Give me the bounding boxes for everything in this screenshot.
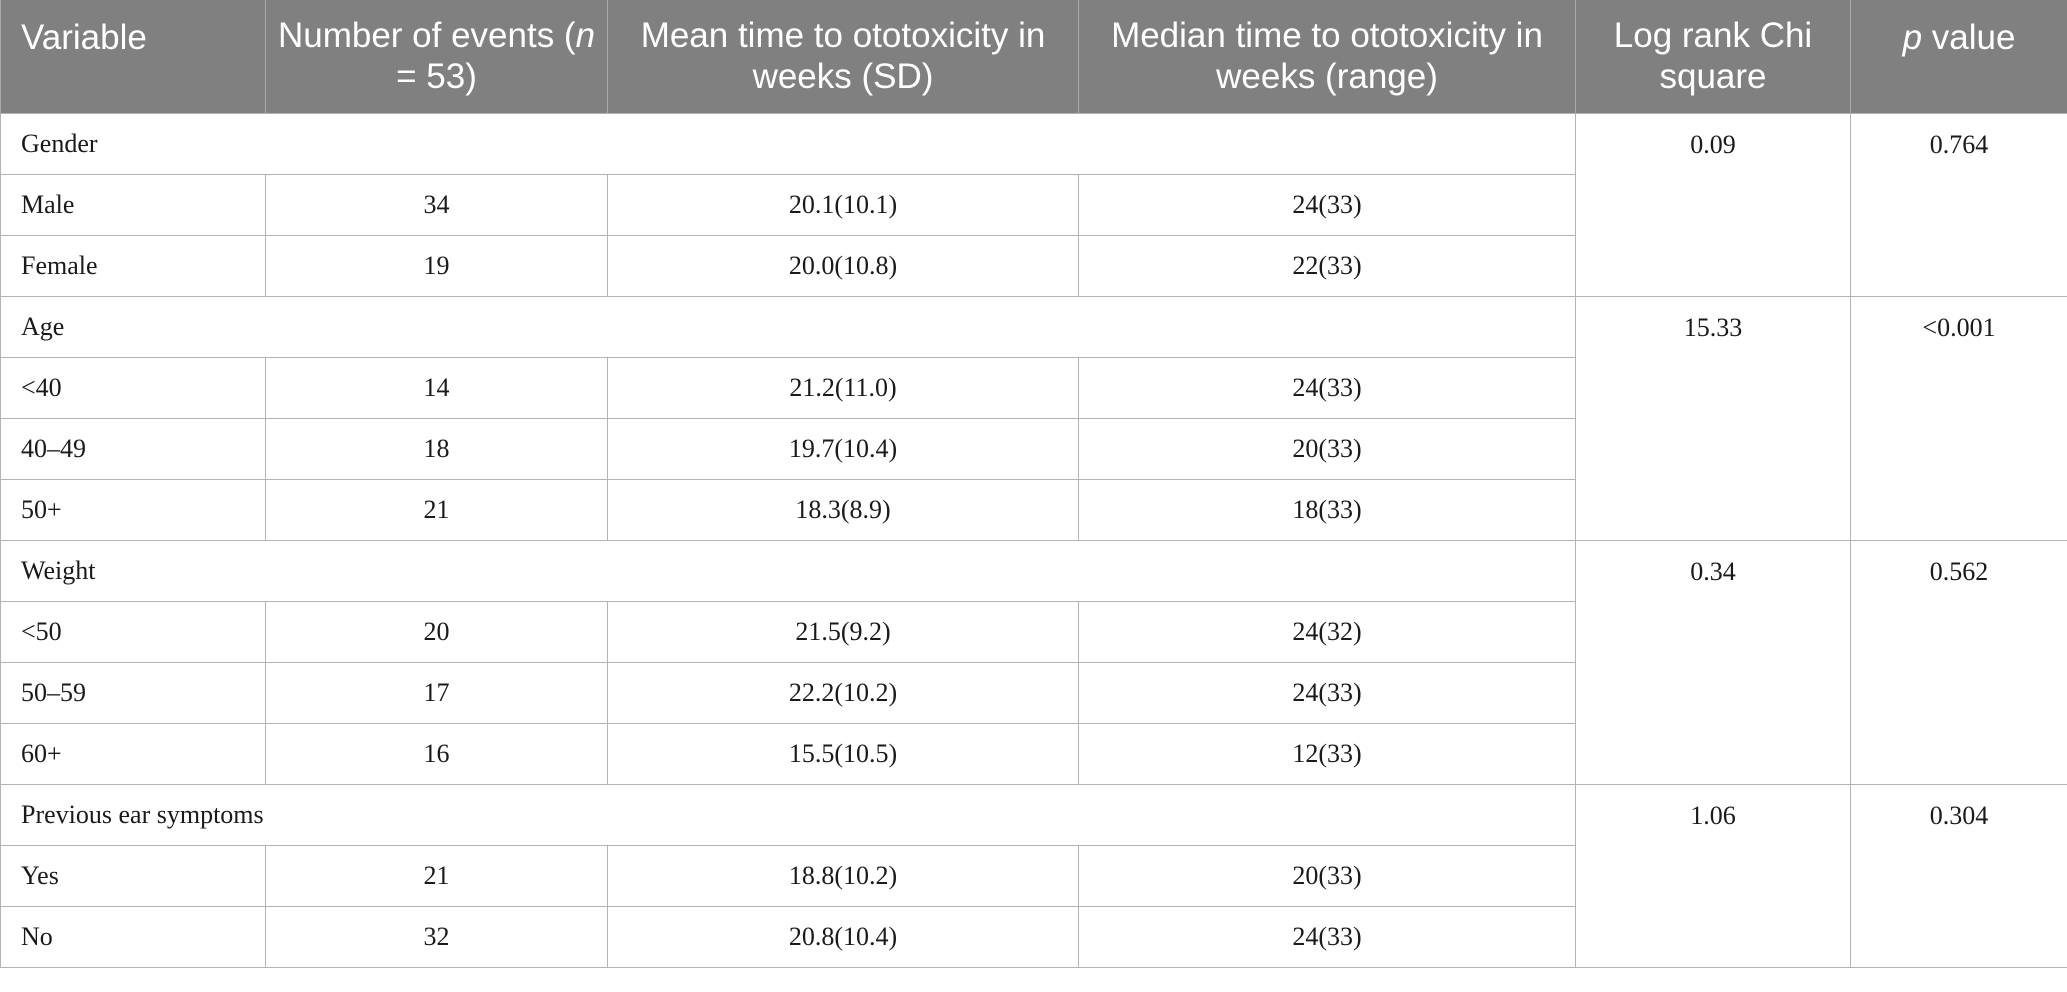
row-label-cell: <40: [0, 356, 266, 419]
events-cell: 19: [265, 234, 608, 297]
p-value-cell: 0.304: [1850, 783, 2067, 968]
chi-square-cell: 15.33: [1575, 295, 1851, 541]
mean-time-cell: 18.8(10.2): [607, 844, 1079, 907]
median-time-cell: 24(33): [1078, 356, 1576, 419]
group-name-cell: Gender: [0, 112, 1576, 175]
header-row: Variable Number of events (n = 53) Mean …: [0, 0, 2067, 113]
median-time-cell: 24(33): [1078, 173, 1576, 236]
survival-table: Variable Number of events (n = 53) Mean …: [0, 0, 2067, 968]
median-time-cell: 24(32): [1078, 600, 1576, 663]
header-p-value: p value: [1850, 0, 2067, 113]
group-header-row: Previous ear symptoms 1.06 0.304: [0, 783, 2067, 968]
median-time-cell: 20(33): [1078, 844, 1576, 907]
header-log-rank: Log rank Chi square: [1575, 0, 1851, 113]
group-name-cell: Previous ear symptoms: [0, 783, 1576, 846]
table-header: Variable Number of events (n = 53) Mean …: [0, 0, 2067, 113]
table-row: 50–59 17 22.2(10.2) 24(33): [0, 661, 2067, 724]
row-label-cell: 40–49: [0, 417, 266, 480]
group-header-row: Gender 0.09 0.764: [0, 112, 2067, 297]
p-value-cell: 0.764: [1850, 112, 2067, 297]
header-events: Number of events (n = 53): [265, 0, 608, 113]
chi-square-cell: 0.34: [1575, 539, 1851, 785]
p-value-cell: 0.562: [1850, 539, 2067, 785]
events-cell: 18: [265, 417, 608, 480]
mean-time-cell: 22.2(10.2): [607, 661, 1079, 724]
header-mean-time: Mean time to ototoxicity in weeks (SD): [607, 0, 1079, 113]
chi-square-cell: 1.06: [1575, 783, 1851, 968]
mean-time-cell: 18.3(8.9): [607, 478, 1079, 541]
row-label-cell: Yes: [0, 844, 266, 907]
group-name-cell: Age: [0, 295, 1576, 358]
events-cell: 32: [265, 905, 608, 968]
header-variable: Variable: [0, 0, 266, 113]
events-cell: 17: [265, 661, 608, 724]
median-time-cell: 24(33): [1078, 905, 1576, 968]
median-time-cell: 12(33): [1078, 722, 1576, 785]
chi-square-cell: 0.09: [1575, 112, 1851, 297]
median-time-cell: 20(33): [1078, 417, 1576, 480]
p-value-cell: <0.001: [1850, 295, 2067, 541]
events-cell: 34: [265, 173, 608, 236]
header-events-suffix: = 53): [396, 57, 477, 97]
median-time-cell: 18(33): [1078, 478, 1576, 541]
header-p-rest: value: [1922, 18, 2016, 57]
header-p-italic: p: [1902, 18, 1923, 57]
events-cell: 21: [265, 844, 608, 907]
group-header-row: Age 15.33 <0.001: [0, 295, 2067, 541]
table-row: 40–49 18 19.7(10.4) 20(33): [0, 417, 2067, 480]
events-cell: 16: [265, 722, 608, 785]
table-row: <50 20 21.5(9.2) 24(32): [0, 600, 2067, 663]
table-row: Yes 21 18.8(10.2) 20(33): [0, 844, 2067, 907]
group-name-cell: Weight: [0, 539, 1576, 602]
table-row: 50+ 21 18.3(8.9) 18(33): [0, 478, 2067, 541]
mean-time-cell: 15.5(10.5): [607, 722, 1079, 785]
header-median-time: Median time to ototoxicity in weeks (ran…: [1078, 0, 1576, 113]
group-header-row: Weight 0.34 0.562: [0, 539, 2067, 785]
mean-time-cell: 21.5(9.2): [607, 600, 1079, 663]
header-events-n: n: [575, 16, 596, 56]
median-time-cell: 24(33): [1078, 661, 1576, 724]
row-label-cell: <50: [0, 600, 266, 663]
mean-time-cell: 19.7(10.4): [607, 417, 1079, 480]
row-label-cell: 50–59: [0, 661, 266, 724]
header-events-prefix: Number of events (: [277, 16, 576, 56]
row-label-cell: Male: [0, 173, 266, 236]
table-row: <40 14 21.2(11.0) 24(33): [0, 356, 2067, 419]
row-label-cell: Female: [0, 234, 266, 297]
mean-time-cell: 20.8(10.4): [607, 905, 1079, 968]
row-label-cell: No: [0, 905, 266, 968]
events-cell: 20: [265, 600, 608, 663]
table-body: Gender 0.09 0.764 Male 34 20.1(10.1) 24(33) Fem…: [0, 112, 2067, 968]
table-row: No 32 20.8(10.4) 24(33): [0, 905, 2067, 968]
events-cell: 21: [265, 478, 608, 541]
row-label-cell: 50+: [0, 478, 266, 541]
mean-time-cell: 21.2(11.0): [607, 356, 1079, 419]
events-cell: 14: [265, 356, 608, 419]
median-time-cell: 22(33): [1078, 234, 1576, 297]
mean-time-cell: 20.0(10.8): [607, 234, 1079, 297]
row-label-cell: 60+: [0, 722, 266, 785]
mean-time-cell: 20.1(10.1): [607, 173, 1079, 236]
